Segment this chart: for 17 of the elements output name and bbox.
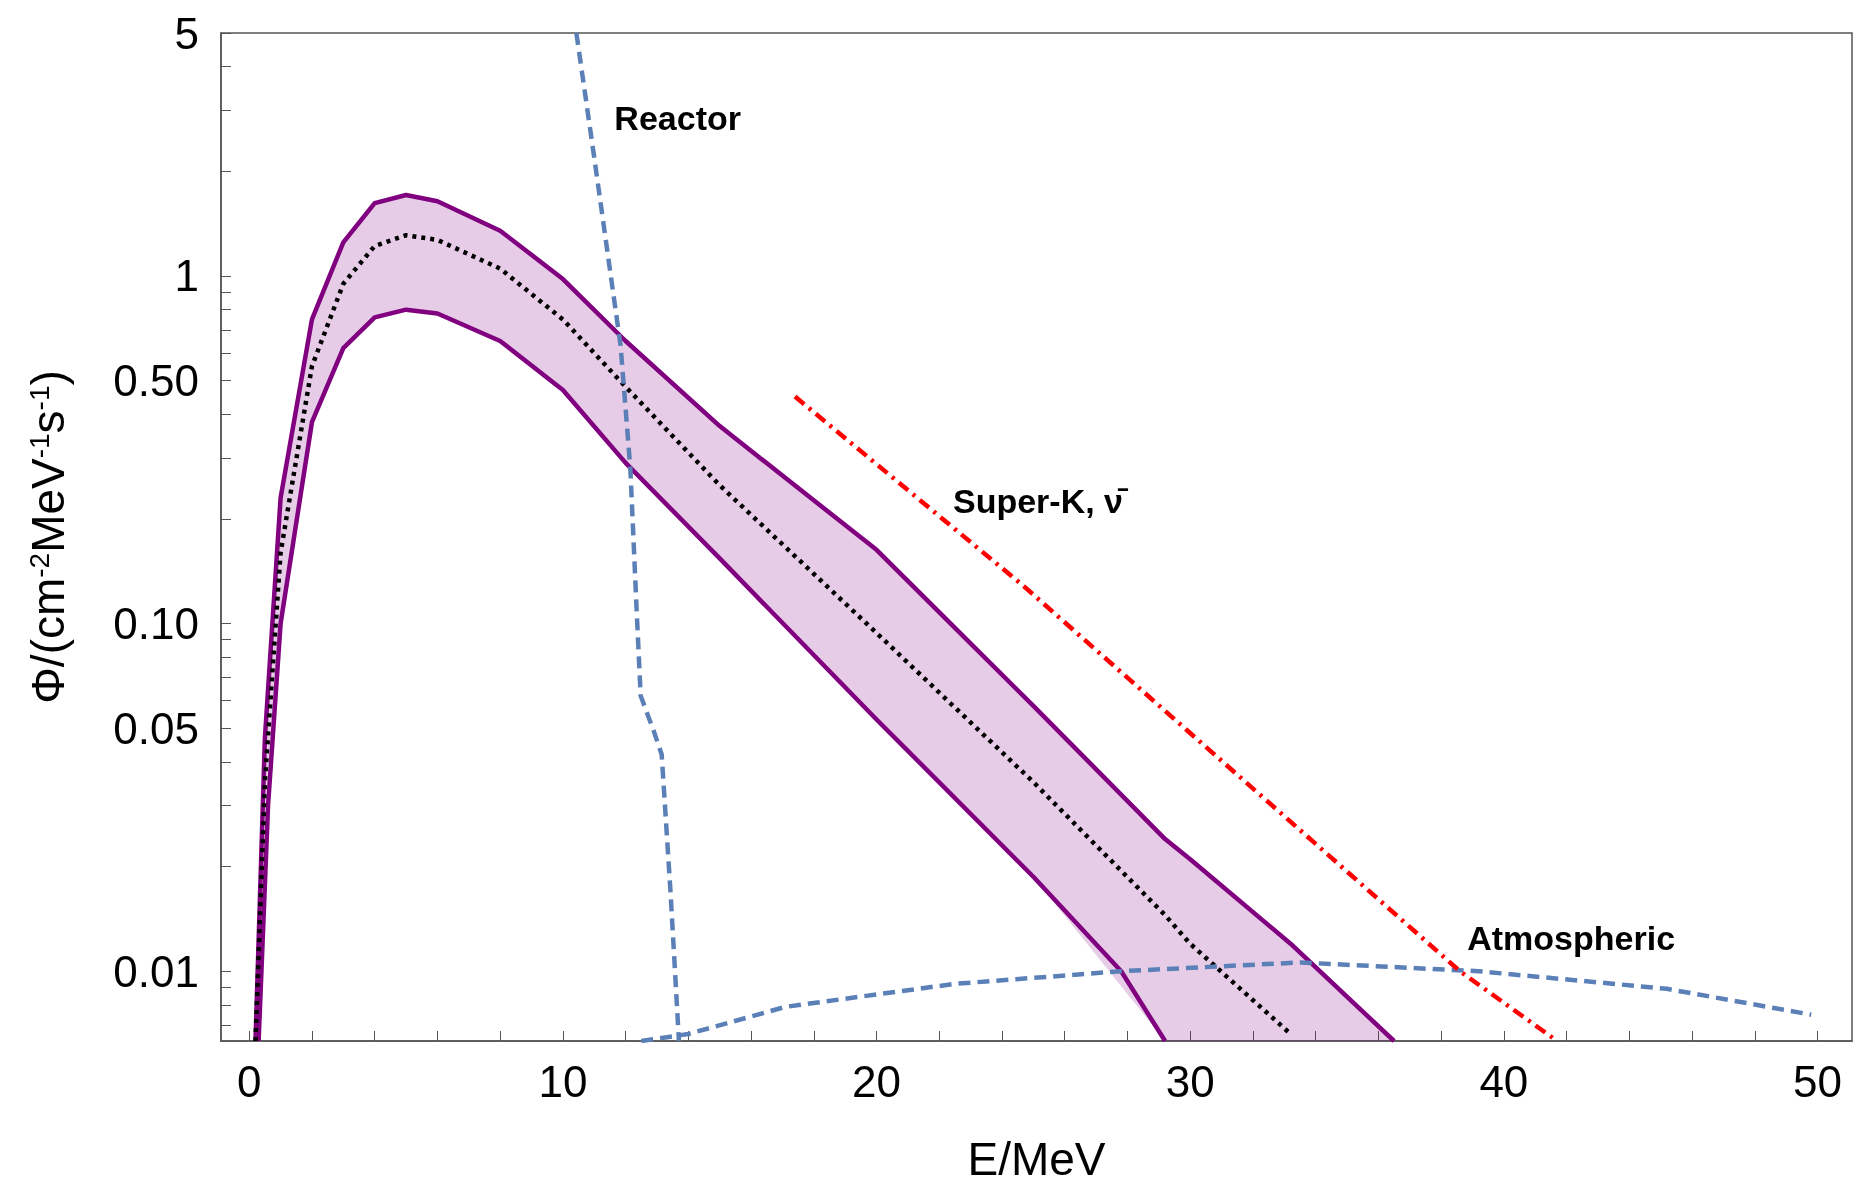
x-tick-label: 10 xyxy=(538,1056,588,1106)
y-tick-label: 1 xyxy=(174,251,199,301)
y-tick-label: 0.05 xyxy=(113,703,199,753)
series-label: Atmospheric xyxy=(1467,918,1676,957)
x-tick-label: 0 xyxy=(236,1056,262,1106)
x-tick-label: 20 xyxy=(852,1056,902,1106)
x-tick-label: 30 xyxy=(1165,1056,1215,1106)
y-tick-label: 0.01 xyxy=(113,946,199,996)
x-tick-label: 40 xyxy=(1479,1056,1529,1106)
y-axis-title: Φ/(cm-2MeV-1s-1) xyxy=(22,370,74,704)
x-axis-title: E/MeV xyxy=(967,1133,1106,1185)
series-label: Super-K, ν̄ xyxy=(952,481,1130,520)
y-tick-label: 5 xyxy=(174,8,199,58)
y-tick-label: 0.10 xyxy=(113,599,199,649)
x-tick-label: 50 xyxy=(1793,1056,1842,1106)
series-label: Reactor xyxy=(614,99,741,137)
y-tick-label: 0.50 xyxy=(113,356,199,406)
